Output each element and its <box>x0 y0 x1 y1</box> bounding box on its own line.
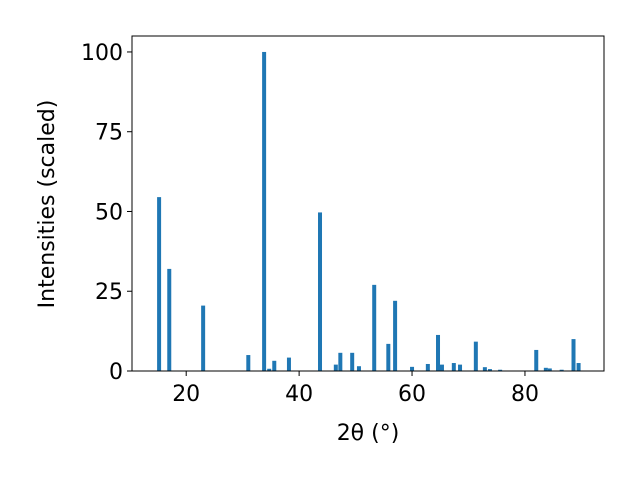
bar <box>534 349 539 371</box>
bar <box>498 369 503 371</box>
x-tick-label: 40 <box>285 382 313 407</box>
bar <box>386 343 391 371</box>
bar <box>559 369 564 371</box>
bar <box>436 334 441 371</box>
bar <box>547 368 552 371</box>
bar <box>267 368 272 371</box>
bar <box>272 360 277 371</box>
x-tick-label: 80 <box>511 382 539 407</box>
bar <box>350 352 355 371</box>
y-axis-label: Intensities (scaled) <box>35 100 60 309</box>
bar <box>246 355 251 371</box>
y-tick-label: 75 <box>95 121 123 146</box>
plot-frame <box>131 35 605 372</box>
bar <box>333 364 338 371</box>
bar <box>167 268 172 371</box>
y-tick-label: 50 <box>95 200 123 225</box>
bar <box>543 367 548 371</box>
bar <box>487 369 492 371</box>
x-axis-label: 2θ (°) <box>337 421 400 446</box>
bar <box>286 357 291 371</box>
bar <box>318 212 323 371</box>
bar <box>201 305 206 371</box>
bar <box>482 367 487 371</box>
bar <box>410 366 415 371</box>
bar <box>425 363 430 371</box>
y-tick-label: 25 <box>95 280 123 305</box>
bar <box>262 51 267 371</box>
x-tick-label: 20 <box>172 382 200 407</box>
bar <box>157 197 162 371</box>
x-tick-label: 60 <box>398 382 426 407</box>
bar <box>372 284 377 371</box>
bar <box>571 339 576 371</box>
bar <box>338 352 343 371</box>
bar <box>458 364 463 371</box>
bar <box>451 363 456 371</box>
bar <box>356 366 361 371</box>
bar <box>439 364 444 371</box>
bar <box>473 341 478 371</box>
y-tick-label: 100 <box>81 41 123 66</box>
bar <box>393 300 398 371</box>
bar <box>576 363 581 371</box>
y-tick-label: 0 <box>109 360 123 385</box>
